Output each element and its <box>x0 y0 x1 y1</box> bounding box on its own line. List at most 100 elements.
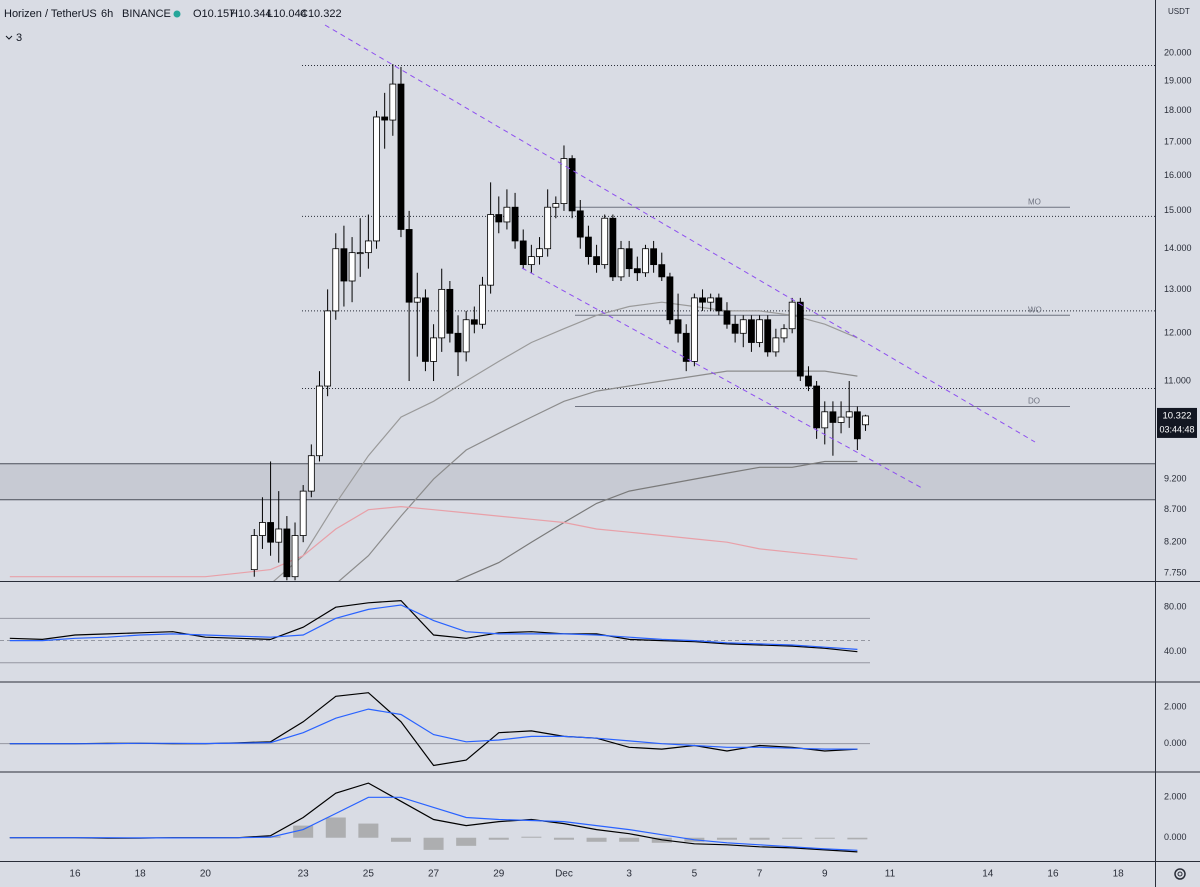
candle-body <box>381 116 389 121</box>
level-label: MO <box>1028 197 1041 206</box>
candle-body <box>650 248 658 266</box>
candle-body <box>764 319 772 353</box>
y-tick-label: 11.000 <box>1164 375 1191 385</box>
candle-body <box>601 217 609 266</box>
candle-body <box>536 248 543 258</box>
candle-body <box>356 252 364 255</box>
candle-body <box>756 319 763 343</box>
candle-body <box>796 301 804 377</box>
candle-body <box>805 375 812 387</box>
last-price: 10.322 <box>1162 410 1191 421</box>
candle-body <box>348 252 356 282</box>
candle-body <box>568 158 576 212</box>
x-tick-label: 7 <box>757 869 763 880</box>
y-tick-label: 80.00 <box>1164 602 1187 612</box>
candle-body <box>340 248 348 282</box>
candle-body <box>699 297 706 303</box>
candle-body <box>405 229 413 303</box>
histogram-bar <box>782 837 803 839</box>
indicator-line <box>9 505 858 578</box>
x-tick-label: 29 <box>493 869 505 880</box>
collapse-chevron[interactable] <box>5 35 13 40</box>
candle-body <box>495 214 503 223</box>
candle-body <box>585 236 592 258</box>
histogram-bar <box>749 837 770 840</box>
symbol[interactable]: Horizen / TetherUS <box>4 8 97 20</box>
candle-body <box>837 416 845 423</box>
x-tick-label: 9 <box>822 869 828 880</box>
candle-body <box>552 203 560 208</box>
y-tick-label: 8.700 <box>1164 504 1187 514</box>
candle-body <box>307 455 315 492</box>
histogram-bar <box>456 837 477 846</box>
candle-body <box>674 319 682 334</box>
y-tick-label: 40.00 <box>1164 646 1187 656</box>
indicator-line <box>9 604 858 650</box>
level-label: DO <box>1028 397 1040 406</box>
candle-body <box>853 411 861 440</box>
y-tick-label: 2.000 <box>1164 702 1187 712</box>
candle-body <box>772 337 780 353</box>
histogram-bar <box>553 837 574 840</box>
exchange: BINANCE <box>122 8 171 20</box>
interval[interactable]: 6h <box>101 8 113 20</box>
candle-body <box>267 522 274 543</box>
histogram-bar <box>325 817 346 838</box>
histogram-bar <box>358 823 379 838</box>
candle-body <box>715 297 723 312</box>
candle-body <box>593 256 600 266</box>
candle-body <box>479 284 486 325</box>
candle-body <box>739 319 747 334</box>
candle-body <box>283 528 291 578</box>
x-tick-label: Dec <box>555 869 573 880</box>
pane <box>9 782 868 853</box>
candle-body <box>788 301 796 330</box>
candle-body <box>511 206 519 242</box>
y-tick-label: 15.000 <box>1164 205 1192 215</box>
ohlc-high: H10.344 <box>230 8 272 20</box>
candle-body <box>658 264 666 278</box>
candle-body <box>748 319 755 343</box>
indicator-count[interactable]: 3 <box>16 32 22 44</box>
candle-body <box>446 288 454 334</box>
histogram-bar <box>423 837 444 850</box>
candle-body <box>821 411 829 429</box>
y-tick-label: 14.000 <box>1164 243 1192 253</box>
histogram-bar <box>521 836 542 838</box>
candle-body <box>560 158 568 205</box>
candle-body <box>454 332 462 353</box>
candle-body <box>422 297 429 362</box>
y-tick-label: 16.000 <box>1164 170 1192 180</box>
candle-body <box>723 310 731 325</box>
last-price-tag <box>1157 407 1197 438</box>
pane <box>0 692 870 767</box>
candle-body <box>373 116 380 242</box>
candle-body <box>332 248 340 312</box>
y-tick-label: 20.000 <box>1164 47 1192 57</box>
histogram-bar <box>619 837 640 842</box>
y-tick-label: 0.000 <box>1164 832 1187 842</box>
candle-body <box>259 522 266 536</box>
candle-body <box>576 210 584 238</box>
histogram-bar <box>586 837 607 842</box>
ohlc-close: C10.322 <box>300 8 342 20</box>
candle-body <box>430 337 437 362</box>
x-tick-label: 20 <box>200 869 212 880</box>
candle-body <box>544 206 552 250</box>
candle-body <box>625 248 633 270</box>
candle-body <box>682 332 690 362</box>
candle-body <box>324 310 332 387</box>
y-tick-label: 17.000 <box>1164 137 1192 147</box>
market-status <box>173 10 181 18</box>
settings-button[interactable] <box>1174 868 1186 880</box>
candle-body <box>707 297 715 303</box>
candle-body <box>780 328 788 339</box>
indicator-line <box>338 370 858 581</box>
ohlc-low: L10.044 <box>267 8 307 20</box>
indicator-line <box>9 708 858 750</box>
candle-body <box>413 297 421 303</box>
candle-body <box>299 490 307 536</box>
x-tick-label: 18 <box>135 869 147 880</box>
